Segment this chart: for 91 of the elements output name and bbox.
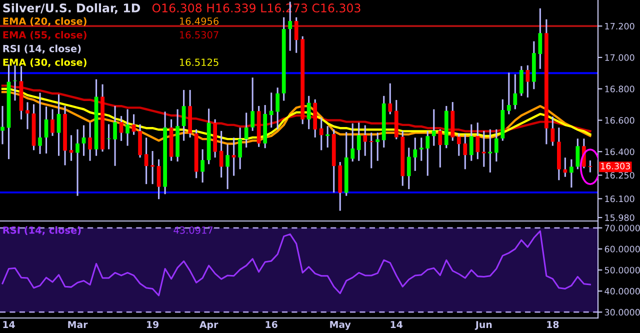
y-tick-label: 70.0000: [604, 224, 640, 232]
candlestick: [306, 96, 311, 130]
y-tick-label: 16.800: [605, 86, 634, 92]
candlestick: [244, 112, 248, 148]
annotation: 16.5307: [180, 31, 218, 39]
candlestick: [82, 125, 86, 156]
candlestick: [432, 109, 436, 146]
x-tick-label: 19: [147, 320, 159, 328]
y-tick-label: 50.0000: [604, 266, 640, 274]
candlestick: [469, 124, 474, 161]
candlestick: [126, 109, 130, 146]
candlestick: [26, 102, 30, 130]
y-tick-label: 30.0000: [604, 308, 640, 316]
candlestick: [406, 148, 411, 190]
candlestick: [438, 129, 442, 168]
x-tick-label: Jun: [474, 321, 492, 330]
annotation: RSI (14, close): [3, 44, 81, 54]
candlestick: [550, 116, 555, 146]
y-tick-label: 60.0000: [604, 246, 640, 252]
candlestick: [538, 8, 542, 69]
candlestick: [269, 92, 274, 128]
candlestick: [506, 72, 511, 114]
candlestick: [563, 158, 568, 177]
candlestick: [150, 151, 154, 184]
y-tick-label: 16.600: [605, 117, 634, 124]
candlestick: [369, 132, 374, 168]
candlestick: [356, 122, 361, 161]
x-tick-label: Mar: [68, 321, 88, 328]
text: EMA (55, close): [3, 30, 86, 40]
candlestick: [56, 94, 61, 156]
candlestick: [294, 17, 298, 53]
y-tick-label: 16.400: [605, 148, 634, 156]
candlestick: [119, 116, 124, 141]
y-tick-label: 17.000: [605, 54, 634, 61]
candlestick: [426, 130, 430, 176]
candlestick: [376, 132, 380, 161]
candlestick: [576, 138, 580, 170]
candlestick: [488, 129, 492, 172]
candlestick: [113, 106, 117, 166]
x-tick-label: 18: [547, 320, 559, 328]
candlestick: [50, 109, 54, 136]
chart-title: Silver/U.S. Dollar, 1D: [3, 3, 140, 14]
candlestick: [350, 123, 355, 162]
x-tick-label: 16: [266, 320, 278, 328]
text: EMA (20, close): [3, 17, 86, 26]
candlestick: [219, 130, 224, 178]
candlestick: [326, 126, 330, 148]
candlestick: [482, 130, 486, 167]
x-tick-label: 14: [3, 321, 15, 328]
candlestick: [569, 159, 574, 188]
x-tick-label: Apr: [200, 321, 218, 330]
candlestick: [419, 138, 424, 161]
text: RSI (14, close): [3, 226, 81, 236]
y-tick-label: 17.200: [605, 22, 634, 30]
annotation: 16.4956: [180, 17, 219, 25]
candlestick: [250, 78, 255, 131]
candlestick: [0, 106, 4, 144]
candlestick: [276, 88, 280, 130]
y-tick-label: 16.100: [605, 196, 634, 202]
candlestick: [88, 122, 92, 161]
y-tick-label: 40.0000: [604, 288, 640, 294]
candlestick: [494, 129, 498, 162]
candlestick: [226, 144, 230, 190]
annotation: 16.303: [601, 162, 630, 170]
candlestick: [144, 138, 148, 184]
candlestick: [363, 125, 368, 156]
candlestick: [513, 74, 518, 110]
annotation: 43.0917: [174, 226, 213, 234]
candlestick: [182, 90, 186, 141]
y-tick-label: 16.250: [605, 172, 634, 179]
candlestick: [319, 118, 324, 150]
annotation: 16.5125: [180, 58, 218, 66]
candlestick: [456, 133, 461, 156]
candlestick: [388, 83, 392, 114]
candlestick: [38, 92, 42, 154]
text: EMA (30, close): [3, 58, 86, 68]
candlestick: [44, 106, 48, 154]
candlestick: [200, 149, 204, 183]
candlestick: [238, 128, 242, 170]
candlestick: [476, 122, 480, 160]
candlestick: [519, 66, 524, 96]
candlestick: [588, 160, 592, 172]
candlestick: [76, 129, 80, 196]
x-tick-label: May: [330, 320, 351, 330]
x-tick-label: 14: [390, 321, 403, 328]
candlestick: [526, 65, 530, 98]
candlestick: [156, 159, 161, 200]
candlestick: [413, 138, 418, 171]
candlestick: [232, 138, 236, 176]
y-tick-label: 15.980: [605, 214, 634, 221]
candlestick: [463, 134, 468, 170]
